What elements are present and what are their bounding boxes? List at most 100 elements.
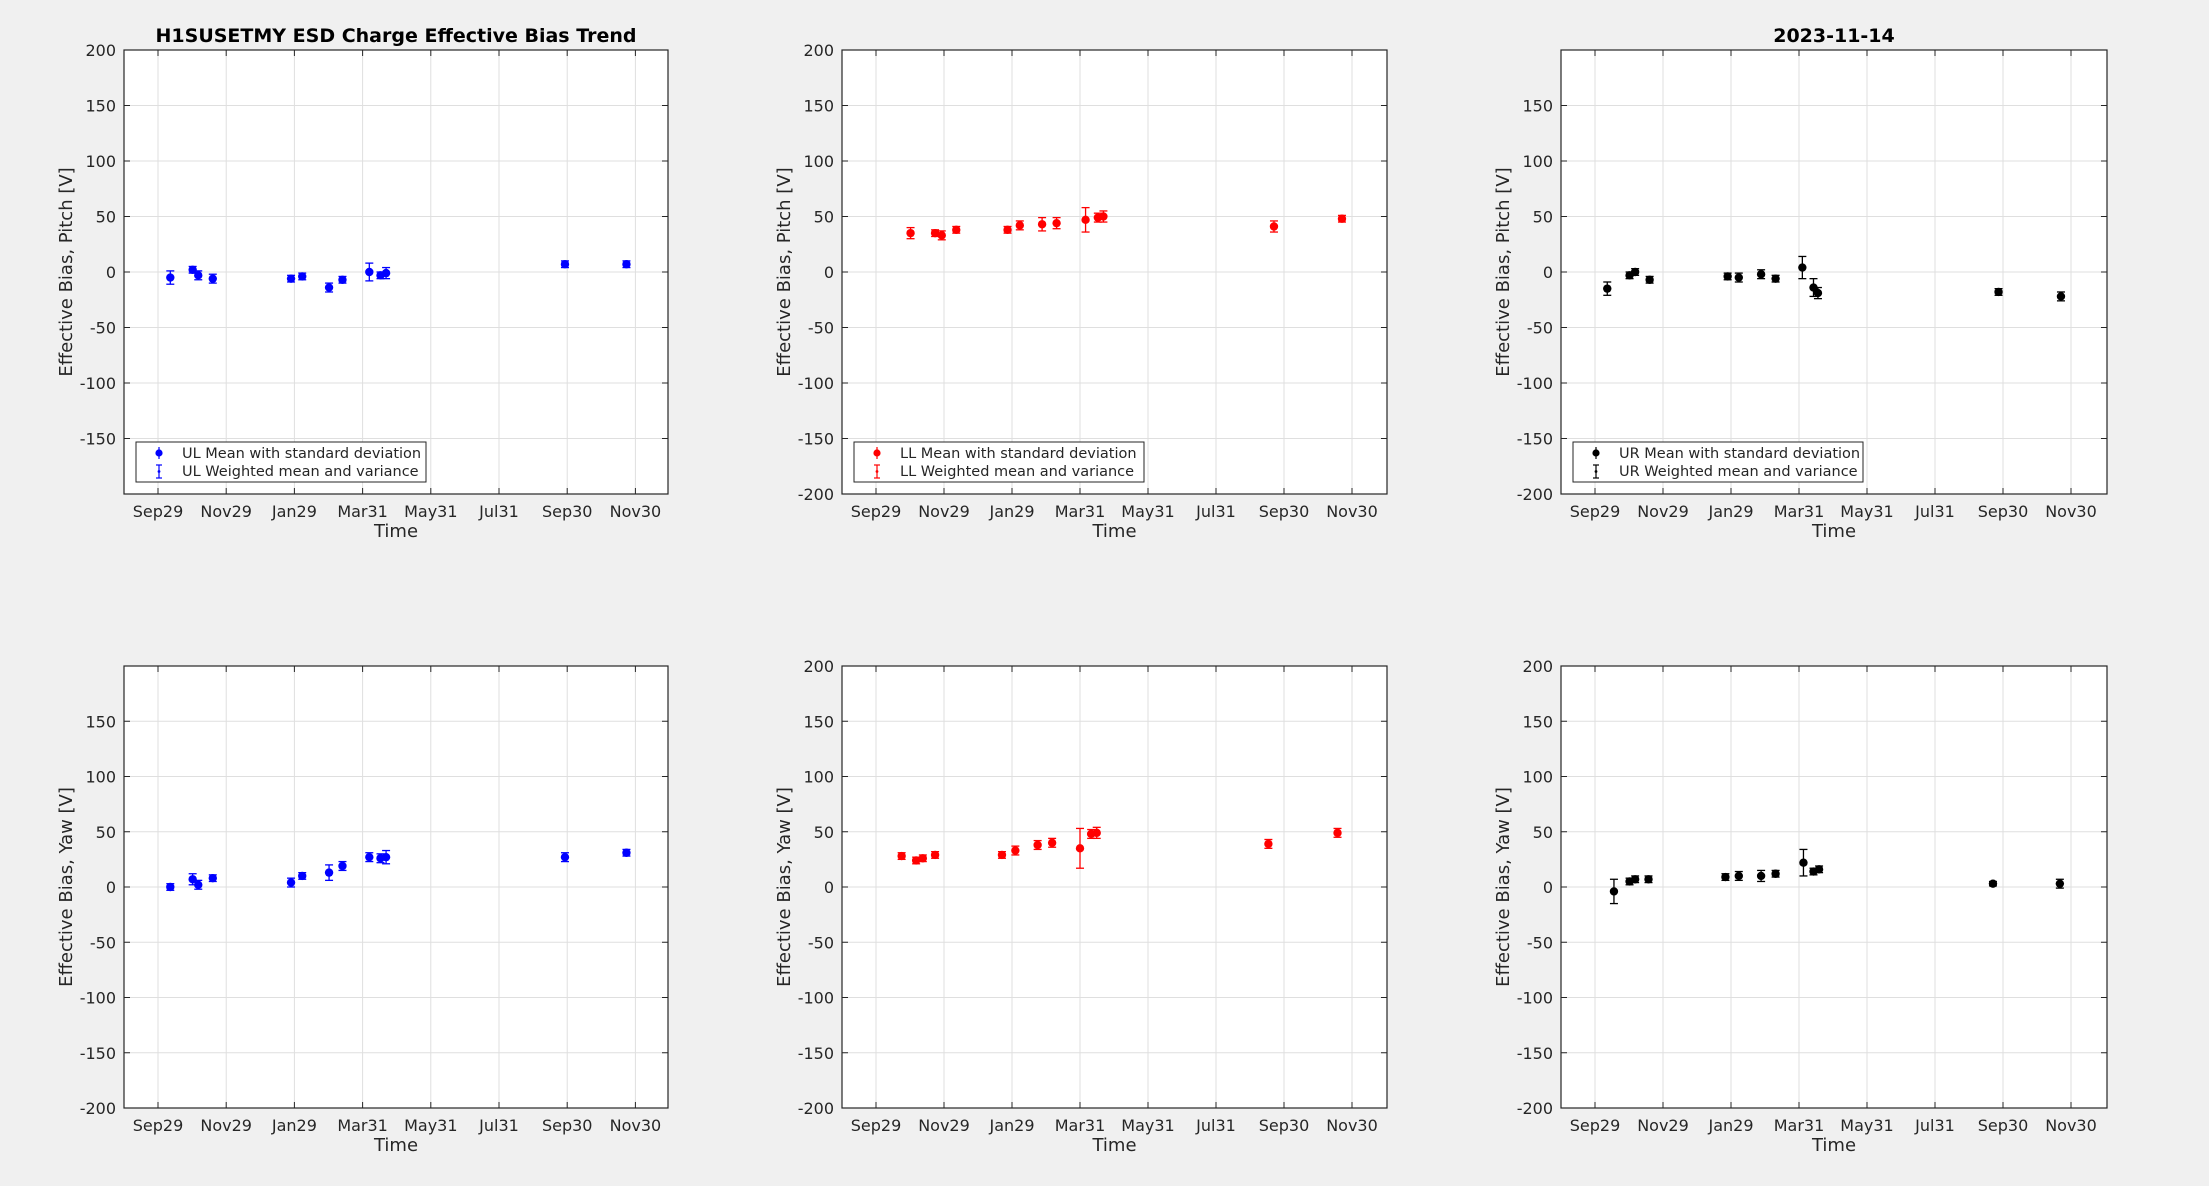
data-marker [1734, 871, 1744, 881]
data-point [188, 873, 197, 886]
y-axis-label: Effective Bias, Yaw [V] [774, 787, 795, 987]
data-point [298, 272, 307, 281]
data-point [166, 270, 175, 285]
data-marker [937, 231, 946, 240]
x-axis-label: Time [1811, 521, 1856, 542]
data-marker [1723, 272, 1732, 281]
chart-panel-5: -200 -150 -100 -50 0 50 100 150 200 Sep29 Nov29 Jan… [774, 657, 1388, 1156]
data-point [1052, 216, 1061, 230]
data-marker [1799, 858, 1808, 867]
data-marker [1630, 875, 1640, 884]
y-tick-label: -50 [1527, 933, 1553, 952]
data-marker [930, 228, 940, 238]
legend-marker [155, 449, 163, 457]
legend-marker [157, 470, 161, 473]
chart-title: 2023-11-14 [1773, 25, 1895, 47]
data-marker [166, 882, 175, 892]
data-point [324, 282, 334, 293]
data-point [1723, 272, 1732, 281]
data-marker [1081, 215, 1090, 225]
data-marker [286, 878, 296, 887]
x-tick-label: Jan29 [271, 1116, 317, 1135]
chart-panel-3: -200 -150 -100 -50 0 50 100 150 Sep29 Nov29 Jan29 M… [1493, 25, 2108, 542]
x-tick-label: May31 [1840, 502, 1893, 521]
data-marker [381, 268, 391, 278]
legend-marker [875, 470, 879, 473]
data-marker [1734, 273, 1744, 282]
data-marker [1771, 274, 1780, 283]
data-point [560, 260, 570, 269]
y-axis-label: Effective Bias, Pitch [V] [1493, 167, 1514, 376]
data-marker [298, 871, 307, 881]
y-tick-label: -200 [1517, 1099, 1553, 1118]
data-point [1721, 872, 1730, 882]
x-tick-label: Mar31 [1055, 1116, 1106, 1135]
x-tick-label: Sep30 [1259, 1116, 1310, 1135]
legend-label: UR Weighted mean and variance [1619, 464, 1858, 480]
x-tick-label: May31 [1840, 1116, 1893, 1135]
data-point [1015, 220, 1025, 231]
x-tick-label: Jul31 [1195, 1116, 1236, 1135]
y-tick-label: 200 [803, 41, 834, 60]
data-point [1734, 870, 1744, 882]
x-tick-label: Sep30 [1978, 502, 2029, 521]
legend-box [1572, 441, 1864, 483]
data-marker [1645, 275, 1654, 284]
data-marker [906, 228, 915, 238]
x-tick-label: Jan29 [1707, 1116, 1753, 1135]
data-marker [208, 873, 217, 883]
legend: LL Mean with standard deviation LL Weight… [853, 441, 1145, 483]
y-tick-label: 0 [1543, 878, 1553, 897]
data-marker [166, 273, 175, 282]
legend-box [853, 441, 1145, 483]
chart-panel-1: -150 -100 -50 0 50 100 150 200 Sep29 Nov29 Jan29 Ma… [56, 25, 669, 542]
y-tick-label: 200 [85, 41, 116, 60]
data-point [1644, 875, 1653, 884]
y-tick-label: -200 [798, 485, 834, 504]
y-tick-label: 150 [85, 97, 116, 116]
legend: UR Mean with standard deviation UR Weight… [1572, 441, 1864, 483]
y-tick-label: 0 [106, 878, 116, 897]
data-marker [188, 875, 197, 884]
x-axis-label: Time [1091, 521, 1136, 542]
data-point [1603, 281, 1612, 296]
x-tick-label: Mar31 [1055, 502, 1106, 521]
y-tick-label: 0 [106, 263, 116, 282]
data-marker [911, 856, 921, 865]
y-tick-label: 50 [1533, 823, 1553, 842]
x-tick-label: Jul31 [1914, 502, 1955, 521]
data-marker [1798, 263, 1807, 272]
data-point [1813, 286, 1823, 300]
x-tick-label: Mar31 [337, 502, 388, 521]
data-marker [1644, 875, 1653, 884]
x-tick-label: Jul31 [478, 1116, 519, 1135]
data-marker [997, 850, 1007, 860]
x-tick-label: Nov30 [2045, 1116, 2097, 1135]
y-tick-label: 50 [96, 823, 116, 842]
data-marker [1333, 828, 1342, 838]
data-marker [1771, 869, 1780, 878]
y-tick-label: -50 [808, 319, 834, 338]
data-point [1037, 216, 1047, 232]
data-marker [298, 272, 307, 281]
x-tick-label: Jul31 [478, 502, 519, 521]
data-point [1645, 275, 1654, 284]
x-tick-label: Sep30 [542, 1116, 593, 1135]
data-point [381, 849, 391, 865]
data-marker [918, 854, 928, 863]
y-tick-label: 0 [824, 263, 834, 282]
data-point [298, 871, 307, 881]
data-marker [1814, 865, 1824, 874]
data-point [622, 260, 631, 269]
data-marker [1994, 287, 2003, 297]
data-point [2056, 291, 2066, 302]
x-tick-label: Nov29 [918, 1116, 970, 1135]
y-tick-label: 150 [803, 712, 834, 731]
data-marker [194, 880, 203, 889]
y-tick-label: -100 [1517, 989, 1553, 1008]
y-tick-label: -50 [90, 319, 116, 338]
data-point [906, 226, 915, 240]
data-marker [194, 271, 203, 280]
data-point [1734, 272, 1744, 283]
